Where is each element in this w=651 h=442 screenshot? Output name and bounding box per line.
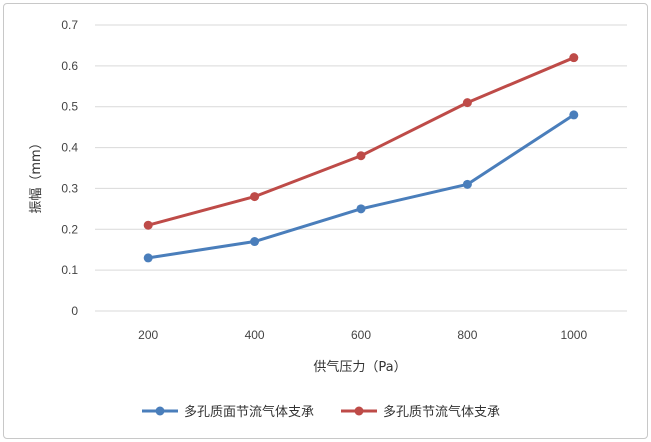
y-tick-label: 0.2 <box>61 222 78 236</box>
data-point <box>462 98 472 108</box>
y-tick-label: 0 <box>71 304 78 318</box>
x-tick-label: 1000 <box>560 328 587 342</box>
legend-item: 多孔质节流气体支承 <box>341 404 500 420</box>
legend-label: 多孔质面节流气体支承 <box>184 404 314 420</box>
y-tick-label: 0.6 <box>61 59 78 73</box>
series-group <box>143 53 579 263</box>
y-tick-label: 0.5 <box>61 100 78 114</box>
data-point <box>356 204 366 214</box>
data-point <box>356 151 366 161</box>
legend-marker <box>354 406 364 416</box>
x-axis-title: 供气压力（Pa） <box>313 359 406 375</box>
gridlines <box>95 24 627 312</box>
y-tick-label: 0.4 <box>61 141 78 155</box>
data-point <box>143 253 153 263</box>
y-tick-label: 0.1 <box>61 263 78 277</box>
series-line <box>146 113 576 260</box>
x-tick-label: 200 <box>138 328 158 342</box>
x-tick-label: 800 <box>457 328 477 342</box>
data-point <box>143 220 153 230</box>
x-tick-label: 600 <box>351 328 371 342</box>
y-axis-ticks: 0 0.1 0.2 0.3 0.4 0.5 0.6 0.7 <box>61 18 78 318</box>
data-point <box>569 53 579 63</box>
x-tick-label: 400 <box>245 328 265 342</box>
data-point <box>250 237 260 247</box>
data-point <box>462 179 472 189</box>
series-1 <box>143 110 579 263</box>
legend-item: 多孔质面节流气体支承 <box>142 404 314 420</box>
y-axis-title: 振幅（mm） <box>29 136 44 213</box>
legend-label: 多孔质节流气体支承 <box>383 404 500 420</box>
x-axis-ticks: 200 400 600 800 1000 <box>138 328 587 342</box>
series-line <box>146 56 576 227</box>
data-point <box>569 110 579 120</box>
legend-marker <box>155 406 165 416</box>
legend: 多孔质面节流气体支承 多孔质节流气体支承 <box>142 404 500 420</box>
data-point <box>250 192 260 202</box>
series-2 <box>143 53 579 230</box>
y-tick-label: 0.7 <box>61 18 78 32</box>
y-tick-label: 0.3 <box>61 181 78 195</box>
